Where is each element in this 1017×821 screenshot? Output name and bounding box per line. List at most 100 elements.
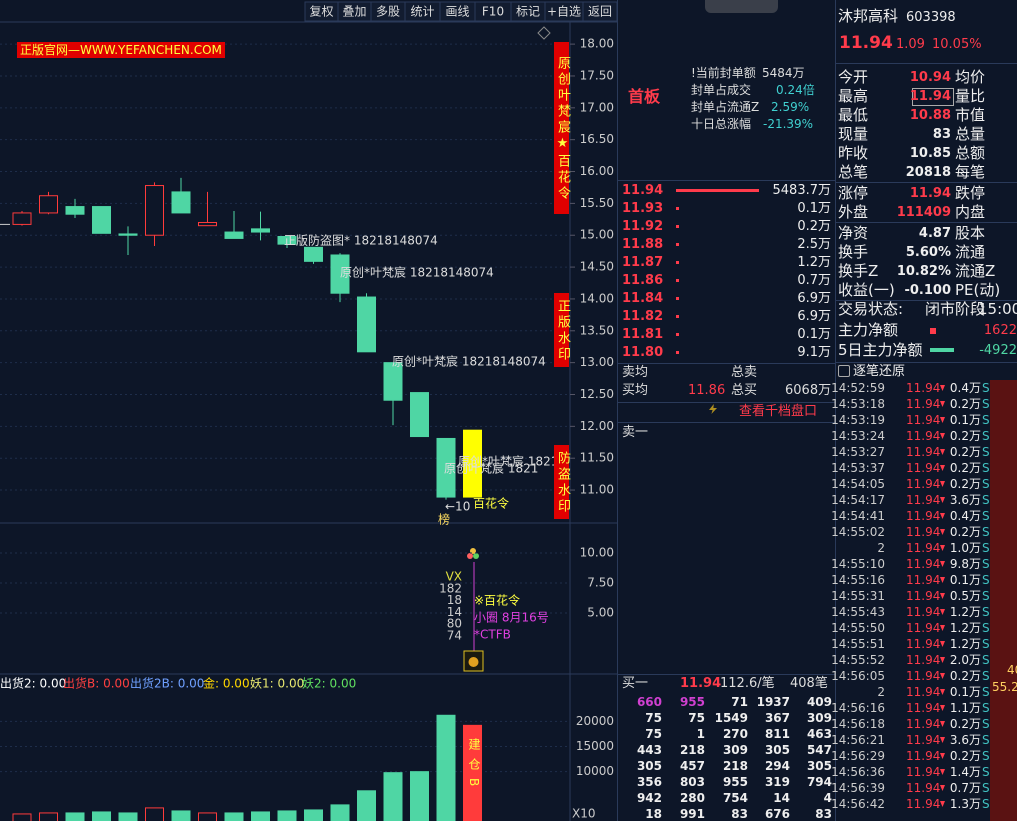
tick-price: 11.94: [906, 717, 941, 731]
depth-cell: 294: [764, 759, 790, 773]
candle-body: [251, 228, 270, 233]
tick-price: 11.94: [906, 589, 941, 603]
depth-cell: 991: [679, 807, 705, 821]
indicator-label: 80: [447, 617, 462, 631]
board-summary: 11.86: [688, 383, 726, 398]
bid-bar: [676, 315, 679, 318]
divider: [618, 674, 835, 675]
icon: [537, 26, 551, 40]
icon: [468, 657, 479, 667]
tick-arrow: [940, 769, 945, 775]
tick-time: 14:56:18: [831, 717, 885, 731]
toolbar-label[interactable]: 复权: [309, 5, 333, 19]
toolbar-label[interactable]: 返回: [588, 5, 612, 19]
tick-side: S: [982, 605, 990, 619]
toolbar-label[interactable]: 多股: [376, 5, 400, 19]
tick-side: S: [982, 717, 990, 731]
depth-cell: 75: [645, 727, 662, 741]
tick-volume: 1.3万: [949, 797, 981, 811]
tick-price: 11.94: [906, 653, 941, 667]
bid-price: 11.93: [622, 201, 664, 216]
y-tick-label: 20000: [576, 714, 614, 728]
volume-bar: [304, 809, 323, 821]
tick-side: S: [982, 589, 990, 603]
depth-link[interactable]: 查看千档盘口: [739, 404, 818, 419]
depth-cell: 309: [722, 743, 748, 757]
volume-bar: [39, 812, 58, 821]
collapse-tab[interactable]: [705, 0, 778, 13]
tick-price: 11.94: [906, 797, 941, 811]
indicator-label: 182: [439, 581, 462, 595]
tick-volume: 0.1万: [949, 413, 981, 427]
depth-cell: 463: [806, 727, 832, 741]
candle-body: [436, 437, 456, 498]
tick-time: 14:55:50: [831, 621, 885, 635]
depth-cell: 4: [823, 791, 832, 805]
candle-body: [224, 231, 244, 239]
tick-price: 11.94: [906, 557, 941, 571]
indicator-label: VX: [446, 570, 462, 584]
board-summary: 6068万: [785, 383, 832, 398]
bid-amount: 0.2万: [797, 219, 831, 234]
divider: [618, 180, 835, 181]
candle-body: [410, 392, 429, 438]
tick-side: S: [982, 573, 990, 587]
icon: [467, 553, 473, 559]
y-tick-label: 10000: [576, 764, 614, 778]
candle-body: [39, 195, 58, 214]
candle-body: [145, 185, 164, 236]
bid-amount: 1.2万: [797, 255, 831, 270]
board-panel: [618, 0, 836, 821]
tick-price: 11.94: [906, 429, 941, 443]
depth-header: 11.94: [680, 676, 722, 691]
quote-label: PE(动): [955, 281, 1001, 299]
change-pct: 10.05%: [932, 37, 982, 52]
toolbar-label[interactable]: +自选: [547, 5, 581, 19]
bid-price: 11.84: [622, 291, 664, 306]
bid-bar: [676, 189, 759, 192]
depth-cell: 280: [679, 791, 705, 805]
toolbar-button[interactable]: [582, 1, 618, 22]
bid-price: 11.82: [622, 309, 664, 324]
tick-side: S: [982, 653, 990, 667]
tick-arrow: [940, 513, 945, 519]
tick-volume: 0.2万: [949, 397, 981, 411]
tick-arrow: [940, 753, 945, 759]
tick-volume: 1.2万: [949, 621, 981, 635]
board-summary: 卖均: [622, 365, 649, 380]
bid-bar: [676, 333, 679, 336]
seal-label: 封单占流通Z: [691, 100, 760, 114]
tick-volume: 0.7万: [949, 781, 981, 795]
depth-cell: 1: [696, 727, 705, 741]
y-tick-label: 15.00: [580, 228, 614, 242]
quote-label: 今开: [838, 68, 869, 86]
tick-volume: 1.0万: [949, 541, 981, 555]
tick-time: 14:55:02: [831, 525, 885, 539]
watermark-annotation: ←10: [445, 500, 470, 514]
toolbar-label[interactable]: 画线: [445, 5, 469, 19]
tick-volume: 0.1万: [949, 573, 981, 587]
toolbar-label[interactable]: 标记: [516, 5, 540, 19]
quote-label: 净资: [838, 224, 869, 242]
volume-bar: [198, 812, 217, 821]
tick-arrow: [940, 609, 945, 615]
divider: [835, 300, 1017, 301]
indicator-note: ※百花令: [474, 593, 520, 608]
depth-cell: 794: [806, 775, 832, 789]
indicator-label: 14: [447, 605, 462, 619]
toolbar-label[interactable]: 统计: [410, 5, 434, 19]
quote-value: 11.94: [909, 186, 951, 201]
tick-side: S: [982, 701, 990, 715]
quote-label: 市值: [955, 106, 986, 124]
volume-bar: [251, 811, 270, 821]
toolbar-label[interactable]: 叠加: [342, 5, 366, 19]
tick-price: 11.94: [906, 605, 941, 619]
tick-volume: 0.2万: [949, 461, 981, 475]
seal-value: 2.59%: [771, 100, 810, 114]
tick-arrow: [940, 625, 945, 631]
toolbar-label[interactable]: F10: [482, 5, 504, 19]
ticks-toggle[interactable]: [838, 365, 850, 377]
tick-volume: 3.6万: [949, 493, 981, 507]
depth-cell: 676: [764, 807, 790, 821]
y-tick-label: 10.00: [580, 546, 614, 560]
